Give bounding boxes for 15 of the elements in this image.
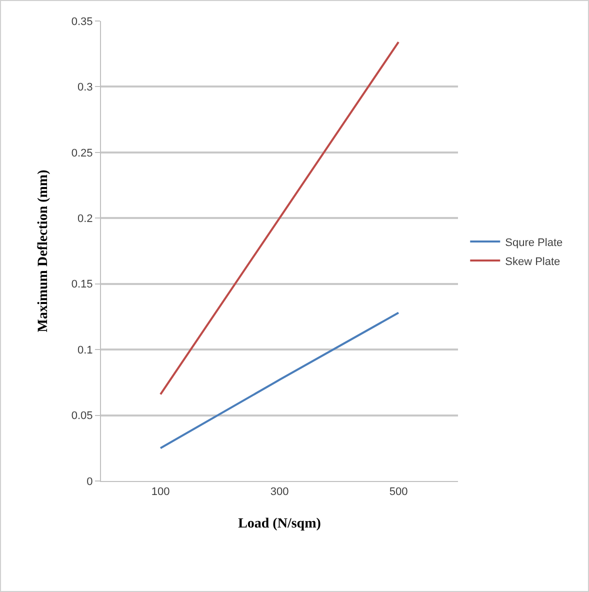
x-axis-title: Load (N/sqm) — [238, 516, 322, 532]
x-tick-label: 100 — [151, 486, 170, 498]
y-tick-label: 0 — [86, 476, 93, 488]
x-tick-label: 500 — [389, 486, 408, 498]
y-tick-label: 0.35 — [71, 16, 93, 28]
y-tick-label: 0.3 — [78, 82, 93, 94]
y-tick-label: 0.25 — [71, 147, 93, 160]
y-axis-title: Maximum Deflection (mm) — [36, 169, 51, 332]
y-tick-label: 0.1 — [78, 344, 93, 356]
legend-label: Squre Plate — [505, 236, 563, 249]
x-tick-label: 300 — [270, 486, 289, 498]
legend-label: Skew Plate — [505, 256, 560, 268]
y-tick-label: 0.15 — [71, 278, 93, 291]
y-tick-label: 0.2 — [78, 212, 93, 225]
y-tick-label: 0.05 — [71, 410, 93, 422]
